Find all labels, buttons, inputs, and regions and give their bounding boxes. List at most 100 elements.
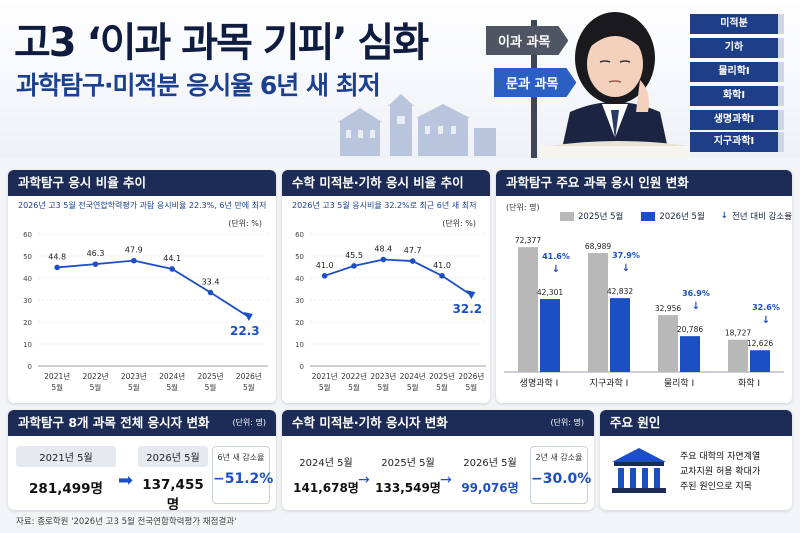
science-rate-xtick-label-month: 5월 xyxy=(243,382,255,392)
math-rate-ytick-label: 60 xyxy=(295,231,304,239)
math-rate-data-point xyxy=(351,263,357,269)
arrow-down-icon: ↓ xyxy=(552,264,560,275)
science-rate-xtick-label-year: 2024년 xyxy=(159,371,185,381)
subjects-decline-label: 41.6% xyxy=(542,252,570,261)
math-rate-unit: (단위: %) xyxy=(442,219,476,228)
subjects-data-label-2026: 12,626 xyxy=(747,339,773,348)
science-rate-unit: (단위: %) xyxy=(228,219,262,228)
subjects-title: 과학탐구 주요 과목 응시 인원 변화 xyxy=(496,170,792,196)
science-rate-xtick-label-month: 5월 xyxy=(166,382,178,392)
book-physics: 물리학Ⅰ xyxy=(690,62,784,82)
subjects-category-label: 지구과학 Ⅰ xyxy=(590,378,629,389)
header-banner: 고3 ‘이과 과목 기피’ 심화 과학탐구·미적분 응시율 6년 새 최저 이과… xyxy=(0,0,800,158)
science-rate-arrowhead xyxy=(243,311,253,321)
science-rate-xtick-label-year: 2022년 xyxy=(83,371,109,381)
subjects-bar-2026 xyxy=(610,298,630,372)
subjects-bar-2025 xyxy=(658,315,678,372)
math-rate-xtick-label-month: 5월 xyxy=(348,382,360,392)
math-total-2024-label: 2024년 5월 xyxy=(299,458,353,469)
subjects-category-label: 화학 Ⅰ xyxy=(738,378,760,389)
subjects-data-label-2026: 42,832 xyxy=(607,287,633,296)
subjects-unit: (단위: 명) xyxy=(506,203,540,212)
science-rate-xtick-label-month: 5월 xyxy=(205,382,217,392)
subjects-bar-2026 xyxy=(680,336,700,372)
math-rate-xtick-label-year: 2024년 xyxy=(400,371,426,381)
math-total-change-value: −30.0% xyxy=(531,471,592,487)
math-rate-xtick-label-year: 2026년 xyxy=(458,371,484,381)
arrow-down-icon: ↓ xyxy=(762,315,770,326)
science-rate-xtick-label-year: 2025년 xyxy=(198,371,224,381)
subjects-data-label-2026: 42,301 xyxy=(537,288,563,297)
science-rate-data-label: 44.8 xyxy=(48,252,66,261)
science-total-to: 2026년 5월 137,455명 xyxy=(138,446,208,510)
cause-title: 주요 원인 xyxy=(600,410,792,436)
math-rate-data-label: 41.0 xyxy=(316,261,334,270)
math-rate-data-label: 32.2 xyxy=(453,302,483,316)
science-rate-xtick-label-year: 2023년 xyxy=(121,371,147,381)
math-total-2025: 2025년 5월 133,549명 xyxy=(372,454,444,496)
page-title: 고3 ‘이과 과목 기피’ 심화 xyxy=(14,20,429,66)
science-rate-ytick-label: 0 xyxy=(28,363,32,371)
book-biology: 생명과학Ⅰ xyxy=(690,110,784,130)
math-rate-series-line xyxy=(324,258,472,296)
science-rate-xtick-label-month: 5월 xyxy=(51,382,63,392)
science-total-change-value: −51.2% xyxy=(213,471,274,487)
math-rate-xtick-label-year: 2025년 xyxy=(429,371,455,381)
science-total-to-value: 137,455명 xyxy=(142,477,204,510)
math-rate-data-label: 45.5 xyxy=(345,251,363,260)
legend-swatch-2025 xyxy=(560,211,574,221)
math-total-2026: 2026년 5월 99,076명 xyxy=(454,454,526,496)
campus-illustration xyxy=(338,94,496,156)
science-rate-ytick-label: 40 xyxy=(23,275,32,283)
math-rate-ytick-label: 20 xyxy=(295,319,304,327)
science-total-change-label: 6년 새 감소율 xyxy=(217,453,265,462)
math-rate-ytick-label: 30 xyxy=(295,297,304,305)
math-rate-data-point xyxy=(439,273,445,279)
science-rate-note: 2026년 고3 5월 전국연합학력평가 과탐 응시비율 22.3%, 6년 만… xyxy=(18,201,267,210)
subjects-data-label-2025: 32,956 xyxy=(655,304,681,313)
legend-label-2025: 2025년 5월 xyxy=(578,212,624,222)
math-total-2025-value: 133,549명 xyxy=(375,481,441,495)
science-rate-xtick-label-year: 2026년 xyxy=(236,371,262,381)
science-rate-data-label: 22.3 xyxy=(230,324,260,338)
subjects-bar-2026 xyxy=(540,299,560,372)
math-rate-ytick-label: 40 xyxy=(295,275,304,283)
book-earth-science: 지구과학Ⅰ xyxy=(690,132,784,152)
legend-label-2026: 2026년 5월 xyxy=(659,212,705,222)
signpost-science: 이과 과목 xyxy=(486,26,569,55)
science-rate-data-point xyxy=(169,266,175,272)
science-total-change: 6년 새 감소율 −51.2% xyxy=(212,446,274,504)
math-rate-data-label: 41.0 xyxy=(433,261,451,270)
math-rate-data-point xyxy=(409,258,416,264)
math-rate-ytick-label: 0 xyxy=(300,363,304,371)
science-rate-ytick-label: 10 xyxy=(23,341,32,349)
math-total-change-label: 2년 새 감소율 xyxy=(535,453,583,462)
science-total-unit: (단위: 명) xyxy=(232,418,266,427)
math-rate-data-point xyxy=(380,256,387,263)
student-illustration xyxy=(540,12,690,158)
legend-label-decline: 전년 대비 감소율 xyxy=(731,212,792,222)
arrow-down-icon: ↓ xyxy=(692,301,700,312)
math-total-title: 수학 미적분·기하 응시자 변화 xyxy=(292,415,448,430)
science-rate-data-point xyxy=(131,257,137,264)
math-rate-data-point xyxy=(321,273,328,279)
subjects-bar-2025 xyxy=(588,252,608,372)
science-total-from: 2021년 5월 281,499명 xyxy=(16,446,116,502)
arrow-right-icon: → xyxy=(358,472,370,488)
math-rate-xtick-label-month: 5월 xyxy=(319,382,331,392)
arrow-down-icon: ↓ xyxy=(622,263,630,274)
science-rate-xtick-label-month: 5월 xyxy=(90,382,102,392)
science-rate-panel: 과학탐구 응시 비율 추이 2026년 고3 5월 전국연합학력평가 과탐 응시… xyxy=(8,170,276,403)
math-rate-data-label: 48.4 xyxy=(374,245,392,254)
math-rate-ytick-label: 10 xyxy=(295,341,304,349)
science-rate-xtick-label-year: 2021년 xyxy=(44,371,70,381)
subjects-data-label-2025: 18,727 xyxy=(725,329,751,338)
science-total-panel: 과학탐구 8개 과목 전체 응시자 변화 (단위: 명) 2021년 5월 28… xyxy=(8,410,276,510)
math-total-2026-label: 2026년 5월 xyxy=(463,458,517,469)
math-rate-xtick-label-year: 2022년 xyxy=(341,371,367,381)
subjects-bar-2026 xyxy=(750,350,770,372)
math-total-unit: (단위: 명) xyxy=(550,418,584,427)
book-calculus: 미적분 xyxy=(690,14,784,34)
page-subtitle: 과학탐구·미적분 응시율 6년 새 최저 xyxy=(16,71,381,100)
subjects-chart: 72,377 42,301 41.6% ↓ 생명과학 Ⅰ 68,989 42,832 37.9… xyxy=(504,236,784,389)
